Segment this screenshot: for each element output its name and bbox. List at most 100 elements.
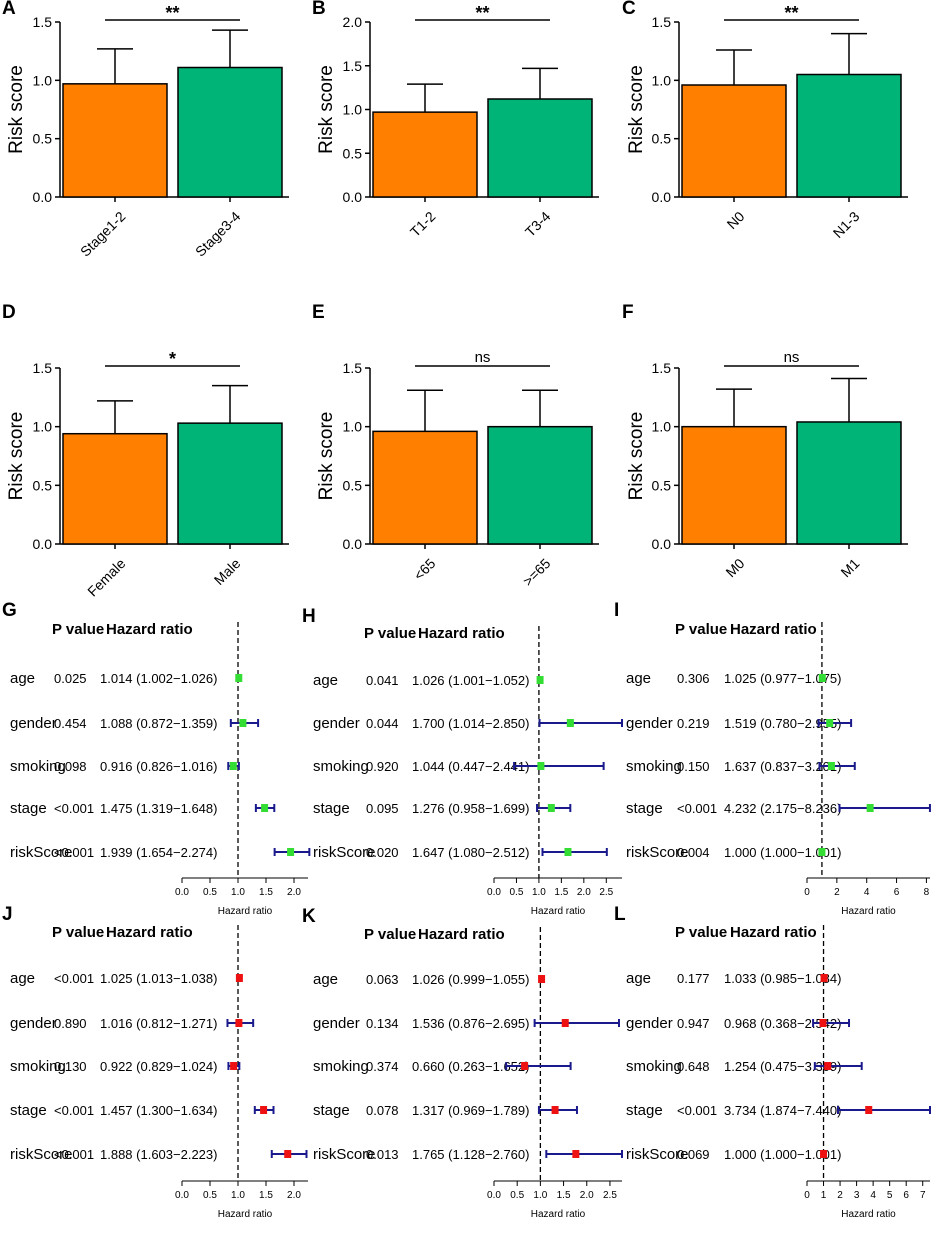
hr-marker xyxy=(561,1019,569,1027)
p-value: <0.001 xyxy=(677,1103,717,1118)
x-tick-label: 2.0 xyxy=(577,887,591,898)
hr-marker xyxy=(239,719,247,727)
y-tick-label: 0.0 xyxy=(652,189,672,205)
x-tick-label: 2 xyxy=(834,887,840,898)
hr-marker xyxy=(235,1019,243,1027)
row-label-gender: gender xyxy=(10,715,57,732)
y-tick-label: 1.5 xyxy=(33,14,53,30)
hr-marker xyxy=(287,848,295,856)
hr-marker xyxy=(261,804,269,812)
x-tick-label: 0.5 xyxy=(203,887,217,898)
y-tick-label: 0.0 xyxy=(33,189,53,205)
significance-label: ** xyxy=(475,3,489,23)
x-tick-label: M0 xyxy=(722,555,747,580)
y-tick-label: 1.5 xyxy=(33,360,53,376)
panel-label-G: G xyxy=(2,600,17,621)
significance-label: ** xyxy=(784,3,798,23)
x-tick-label: 3 xyxy=(854,1190,860,1201)
x-tick-label: 8 xyxy=(924,887,930,898)
panel-label-F: F xyxy=(622,302,634,323)
x-tick-label: 2.0 xyxy=(580,1190,594,1201)
p-value: 0.454 xyxy=(54,716,87,731)
bar-N0 xyxy=(681,84,787,198)
panel-label-H: H xyxy=(302,606,316,627)
x-tick-label: 1.0 xyxy=(231,1190,245,1201)
panel-label-E: E xyxy=(312,302,325,323)
bar-chart-E: E 0.0 0.5 1.0 1.5 Risk score <65 >=65 ns xyxy=(312,302,599,589)
hazard-ratio-text: 1.044 (0.447−2.441) xyxy=(412,759,529,774)
x-tick-label: 7 xyxy=(920,1190,926,1201)
row-label-smoking: smoking xyxy=(626,1058,682,1075)
p-value: 0.134 xyxy=(366,1016,399,1031)
x-tick-label: 5 xyxy=(887,1190,893,1201)
hr-marker xyxy=(826,719,834,727)
hr-marker xyxy=(537,762,545,770)
p-value: 0.098 xyxy=(54,759,87,774)
hazard-ratio-text: 1.765 (1.128−2.760) xyxy=(412,1147,529,1162)
y-tick-label: 1.0 xyxy=(652,419,672,435)
hazard-ratio-text: 1.000 (1.000−1.001) xyxy=(724,845,841,860)
row-label-gender: gender xyxy=(626,1015,673,1032)
y-tick-label: 0.0 xyxy=(652,536,672,552)
p-value: 0.063 xyxy=(366,972,399,987)
x-tick-label: 4 xyxy=(870,1190,876,1201)
hazard-ratio-text: 1.637 (0.837−3.201) xyxy=(724,759,841,774)
x-tick-label: Stage3-4 xyxy=(192,208,244,260)
hr-marker xyxy=(229,762,237,770)
row-label-gender: gender xyxy=(626,715,673,732)
y-axis-label: Risk score xyxy=(316,65,337,154)
hr-marker xyxy=(819,1019,827,1027)
panel-label-C: C xyxy=(622,0,636,19)
hr-marker xyxy=(865,1106,873,1114)
bar-chart-C: C 0.0 0.5 1.0 1.5 Risk score N0 N1-3 ** xyxy=(622,0,908,241)
hazard-ratio-text: 1.025 (1.013−1.038) xyxy=(100,971,217,986)
row-label-age: age xyxy=(10,970,35,987)
x-tick-label: T1-2 xyxy=(407,208,439,240)
x-tick-label: 1.5 xyxy=(259,887,273,898)
x-axis-label: Hazard ratio xyxy=(841,1209,896,1220)
p-value: 0.890 xyxy=(54,1016,87,1031)
y-tick-label: 0.5 xyxy=(343,477,363,493)
bar-T3-4 xyxy=(487,98,593,198)
panel-label-J: J xyxy=(2,904,13,925)
bar-N1-3 xyxy=(796,73,902,198)
hr-marker xyxy=(284,1150,292,1158)
row-label-stage: stage xyxy=(10,800,47,817)
bar-chart-A: A 0.0 0.5 1.0 1.5 Risk score Stage1-2 Stage3-4 *… xyxy=(2,0,289,260)
hr-marker xyxy=(230,1062,238,1070)
x-tick-label: 2.0 xyxy=(287,887,301,898)
row-label-smoking: smoking xyxy=(10,1058,66,1075)
x-tick-label: 2.5 xyxy=(599,887,613,898)
row-label-age: age xyxy=(313,971,338,988)
hazard-ratio-text: 1.025 (0.977−1.075) xyxy=(724,671,841,686)
hazard-ratio-text: 1.519 (0.780−2.955) xyxy=(724,716,841,731)
x-tick-label: 2 xyxy=(837,1190,843,1201)
x-tick-label: 2.5 xyxy=(603,1190,617,1201)
hazard-ratio-header: Hazard ratio xyxy=(418,926,505,943)
row-label-gender: gender xyxy=(313,1015,360,1032)
x-tick-label: 1.5 xyxy=(259,1190,273,1201)
y-axis-label: Risk score xyxy=(626,65,647,154)
x-tick-label: 4 xyxy=(864,887,870,898)
x-tick-label: 6 xyxy=(894,887,900,898)
panel-label-B: B xyxy=(312,0,326,19)
panel-label-K: K xyxy=(302,906,316,927)
bar-chart-D: D 0.0 0.5 1.0 1.5 Risk score Female Male * xyxy=(2,302,289,599)
p-value-header: P value xyxy=(675,621,727,638)
y-tick-label: 1.0 xyxy=(33,419,53,435)
hazard-ratio-text: 0.916 (0.826−1.016) xyxy=(100,759,217,774)
bar-Female xyxy=(62,432,168,545)
hazard-ratio-text: 1.276 (0.958−1.699) xyxy=(412,801,529,816)
p-value: 0.177 xyxy=(677,971,710,986)
y-tick-label: 1.5 xyxy=(652,360,672,376)
x-tick-label: 1.0 xyxy=(533,1190,547,1201)
hazard-ratio-text: 4.232 (2.175−8.236) xyxy=(724,801,841,816)
y-tick-label: 1.0 xyxy=(33,72,53,88)
hr-marker xyxy=(538,975,546,983)
p-value: 0.648 xyxy=(677,1059,710,1074)
y-tick-label: 1.0 xyxy=(343,419,363,435)
hr-marker xyxy=(818,674,826,682)
hazard-ratio-text: 1.000 (1.000−1.001) xyxy=(724,1147,841,1162)
